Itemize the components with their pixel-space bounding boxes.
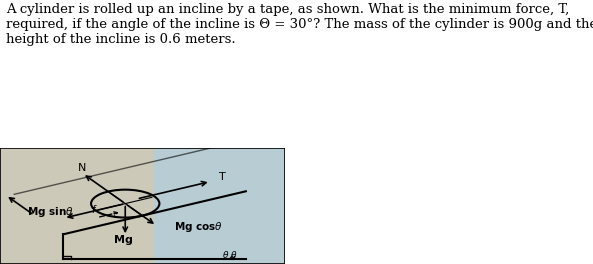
Text: Mg cos$\theta$: Mg cos$\theta$ — [174, 220, 222, 234]
Text: $\theta$: $\theta$ — [222, 249, 229, 260]
Text: f: f — [91, 205, 95, 215]
Bar — [0, 148, 154, 264]
Text: Mg: Mg — [114, 235, 133, 245]
Text: N: N — [78, 163, 87, 173]
Bar — [154, 148, 285, 264]
Text: A cylinder is rolled up an incline by a tape, as shown. What is the minimum forc: A cylinder is rolled up an incline by a … — [6, 3, 593, 46]
Text: Mg sin$\theta$: Mg sin$\theta$ — [27, 205, 74, 219]
Text: T: T — [219, 172, 225, 182]
Text: $\theta$: $\theta$ — [230, 249, 238, 260]
